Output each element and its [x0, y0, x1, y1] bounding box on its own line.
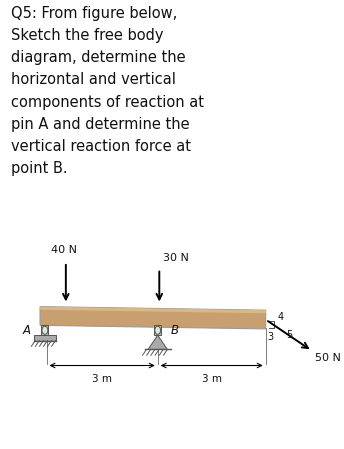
Polygon shape	[40, 307, 266, 313]
Text: A: A	[22, 324, 30, 337]
Text: 5: 5	[287, 330, 293, 340]
Text: 3: 3	[267, 332, 273, 343]
Text: B: B	[171, 324, 179, 337]
Text: 3 m: 3 m	[202, 374, 222, 383]
Bar	[41, 326, 49, 335]
Text: 40 N: 40 N	[51, 245, 77, 255]
Polygon shape	[40, 307, 266, 329]
Circle shape	[42, 326, 48, 334]
Bar	[154, 326, 161, 335]
Text: 3 m: 3 m	[92, 374, 112, 383]
Bar	[34, 335, 56, 340]
Text: 50 N: 50 N	[315, 353, 341, 363]
Text: 4: 4	[277, 312, 283, 322]
Circle shape	[155, 326, 161, 334]
Text: 30 N: 30 N	[162, 253, 189, 263]
Polygon shape	[148, 335, 168, 349]
Text: Q5: From figure below,
Sketch the free body
diagram, determine the
horizontal an: Q5: From figure below, Sketch the free b…	[11, 6, 204, 176]
